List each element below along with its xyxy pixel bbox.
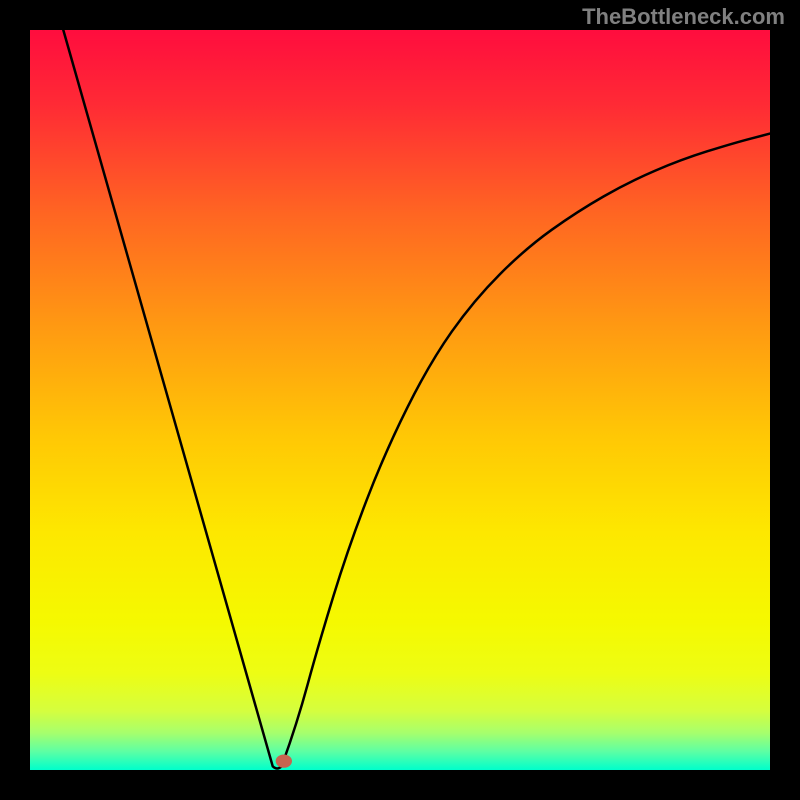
watermark-text: TheBottleneck.com xyxy=(582,4,785,30)
chart-container: TheBottleneck.com xyxy=(0,0,800,800)
bottleneck-chart xyxy=(0,0,800,800)
